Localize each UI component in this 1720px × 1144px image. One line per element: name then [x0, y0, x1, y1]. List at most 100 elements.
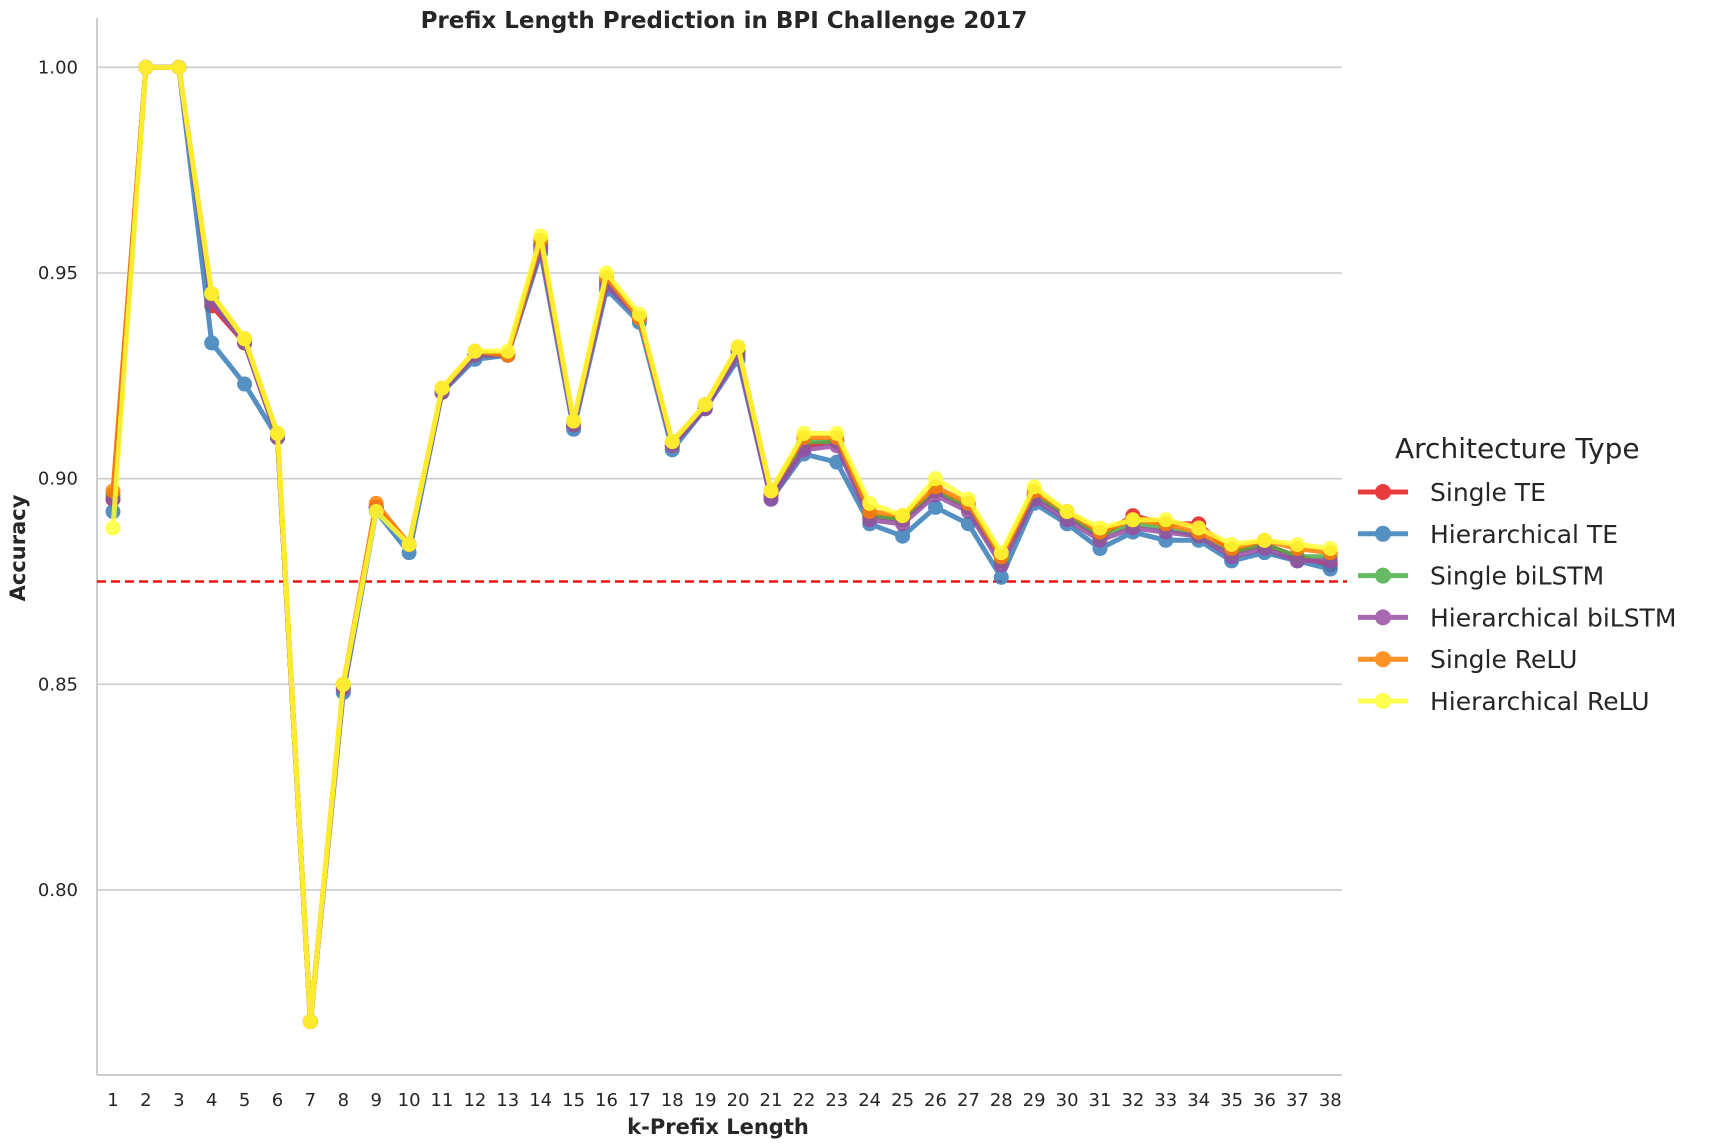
- data-point-hierarchical-relu: [1092, 520, 1108, 536]
- y-tick-label: 0.80: [38, 880, 78, 901]
- data-point-hierarchical-relu: [862, 495, 878, 511]
- series-line-hierarchical-te: [110, 64, 1331, 1024]
- data-point-hierarchical-relu: [237, 331, 253, 347]
- x-tick-label: 15: [562, 1090, 585, 1111]
- data-point-hierarchical-te: [993, 569, 1009, 585]
- series-single-bilstm: [105, 59, 1338, 1030]
- legend: Architecture Type Single TE Hierarchical …: [1358, 432, 1676, 716]
- x-tick-label: 4: [206, 1090, 217, 1111]
- x-tick-label: 24: [858, 1090, 881, 1111]
- grid-lines: [97, 66, 1342, 891]
- data-point-hierarchical-relu: [1224, 536, 1240, 552]
- legend-entry-single-bilstm: [1358, 567, 1408, 584]
- x-tick-label: 12: [463, 1090, 486, 1111]
- x-tick-label: 27: [957, 1090, 980, 1111]
- series-hierarchical-relu: [105, 59, 1338, 1030]
- data-point-hierarchical-relu: [993, 545, 1009, 561]
- legend-swatch-marker: [1375, 651, 1391, 668]
- series-hierarchical-bilstm: [105, 59, 1338, 1030]
- x-tick-label: 33: [1154, 1090, 1177, 1111]
- x-tick-label: 6: [272, 1090, 283, 1111]
- legend-swatch-marker: [1375, 567, 1391, 584]
- data-point-hierarchical-relu: [697, 397, 713, 413]
- series-single-te: [105, 59, 1338, 1030]
- data-point-hierarchical-bilstm: [1289, 553, 1305, 569]
- data-point-hierarchical-relu: [928, 471, 943, 487]
- x-tick-label: 34: [1187, 1090, 1210, 1111]
- data-point-hierarchical-relu: [1026, 479, 1042, 495]
- series-line-single-bilstm: [110, 64, 1331, 1024]
- data-point-hierarchical-relu: [730, 339, 746, 355]
- legend-entry-hierarchical-relu: [1358, 693, 1408, 709]
- data-point-hierarchical-relu: [105, 520, 121, 536]
- x-tick-label: 26: [924, 1090, 947, 1111]
- x-tick-label: 29: [1023, 1090, 1046, 1111]
- x-tick-label: 22: [792, 1090, 815, 1111]
- data-point-hierarchical-relu: [599, 265, 614, 281]
- legend-entry-hierarchical-te: [1358, 525, 1408, 542]
- series-line-single-te: [110, 64, 1331, 1024]
- legend-label: Hierarchical TE: [1430, 520, 1618, 549]
- legend-swatch-marker: [1375, 609, 1391, 626]
- axes: [96, 18, 1342, 1076]
- x-tick-label: 32: [1121, 1090, 1144, 1111]
- x-tick-label: 5: [239, 1090, 250, 1111]
- x-tick-label: 8: [338, 1090, 349, 1111]
- data-point-hierarchical-relu: [204, 286, 220, 302]
- legend-label: Hierarchical ReLU: [1430, 687, 1650, 716]
- x-axis-label: k-Prefix Length: [627, 1115, 809, 1139]
- x-tick-label: 13: [496, 1090, 519, 1111]
- series-line-hierarchical-relu: [110, 64, 1331, 1024]
- legend-label: Single ReLU: [1430, 645, 1577, 674]
- x-tick-label: 16: [595, 1090, 618, 1111]
- x-tick-label: 18: [661, 1090, 684, 1111]
- series-single-relu: [105, 59, 1338, 1030]
- data-point-hierarchical-relu: [895, 508, 911, 524]
- x-tick-labels: 1 2 3 4 5 6 7 8 9 10 11 12 13 14 15 16 17 18 19 20 21 22 23 24 2…: [107, 1090, 1341, 1111]
- data-point-hierarchical-relu: [467, 343, 483, 359]
- x-tick-label: 28: [990, 1090, 1013, 1111]
- x-tick-label: 20: [727, 1090, 750, 1111]
- x-tick-label: 1: [107, 1090, 118, 1111]
- data-point-hierarchical-te: [204, 335, 220, 351]
- data-point-hierarchical-relu: [1125, 512, 1141, 528]
- data-point-hierarchical-relu: [138, 59, 154, 75]
- series-hierarchical-te: [105, 59, 1338, 1030]
- data-point-hierarchical-relu: [1191, 520, 1207, 536]
- legend-entry-single-relu: [1358, 651, 1408, 668]
- data-point-hierarchical-te: [895, 528, 911, 544]
- x-tick-label: 21: [760, 1090, 783, 1111]
- x-tick-label: 36: [1253, 1090, 1276, 1111]
- x-tick-label: 10: [398, 1090, 421, 1111]
- series-line-single-relu: [110, 64, 1331, 1024]
- x-tick-label: 31: [1089, 1090, 1112, 1111]
- legend-swatch-marker: [1375, 484, 1391, 500]
- y-axis-label: Accuracy: [6, 494, 30, 601]
- data-point-hierarchical-relu: [566, 413, 582, 429]
- y-tick-label: 0.90: [38, 469, 78, 490]
- data-point-hierarchical-relu: [1059, 504, 1075, 520]
- x-tick-label: 2: [140, 1090, 151, 1111]
- data-point-hierarchical-relu: [368, 504, 384, 520]
- legend-entry-hierarchical-bilstm: [1358, 609, 1408, 626]
- x-tick-label: 37: [1286, 1090, 1309, 1111]
- data-point-hierarchical-relu: [335, 676, 351, 692]
- legend-label: Single biLSTM: [1430, 562, 1604, 591]
- data-point-hierarchical-relu: [302, 1014, 318, 1030]
- chart-title: Prefix Length Prediction in BPI Challeng…: [421, 8, 1028, 34]
- x-tick-label: 30: [1056, 1090, 1079, 1111]
- data-point-hierarchical-relu: [960, 491, 976, 507]
- legend-swatch-marker: [1375, 525, 1391, 542]
- x-tick-label: 38: [1319, 1090, 1342, 1111]
- x-tick-label: 11: [431, 1090, 454, 1111]
- data-point-hierarchical-relu: [631, 306, 647, 322]
- data-point-hierarchical-relu: [796, 425, 812, 441]
- series-group: [105, 59, 1338, 1030]
- data-point-hierarchical-relu: [1289, 536, 1305, 552]
- data-point-hierarchical-relu: [434, 380, 450, 396]
- y-tick-label: 1.00: [38, 57, 78, 78]
- data-point-hierarchical-relu: [533, 228, 549, 244]
- legend-title: Architecture Type: [1395, 432, 1640, 465]
- data-point-hierarchical-relu: [763, 483, 779, 499]
